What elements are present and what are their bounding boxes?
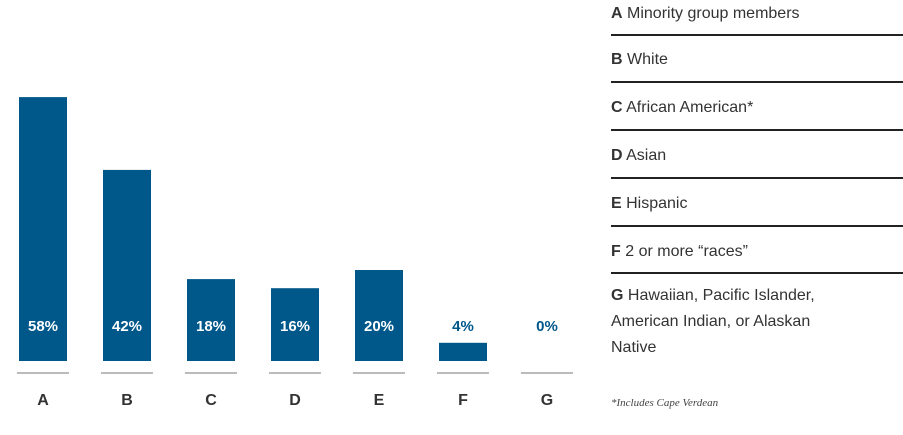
legend-letter: E	[611, 195, 622, 212]
bar	[271, 288, 319, 361]
legend-entry: F 2 or more “races”	[611, 243, 748, 261]
value-label: 20%	[364, 318, 394, 335]
bar	[19, 97, 67, 361]
value-label: 0%	[536, 318, 558, 335]
x-tick-label: C	[205, 392, 217, 409]
x-tick-label: G	[541, 392, 553, 409]
legend-entry: G Hawaiian, Pacific Islander, American I…	[611, 283, 826, 361]
legend-rule	[611, 177, 903, 179]
baseline	[269, 372, 321, 374]
x-tick-label: F	[458, 392, 468, 409]
legend-entry: B White	[611, 51, 668, 69]
legend-text: Asian	[626, 147, 667, 164]
value-label: 58%	[28, 318, 58, 335]
baseline	[101, 372, 153, 374]
baseline	[521, 372, 573, 374]
value-label: 18%	[196, 318, 226, 335]
bar	[187, 279, 235, 361]
legend-text: Hawaiian, Pacific Islander, American Ind…	[611, 287, 815, 356]
bar	[439, 342, 487, 361]
legend-entry: C African American*	[611, 99, 753, 117]
bar	[103, 169, 151, 361]
baseline	[353, 372, 405, 374]
legend-letter: B	[611, 51, 623, 68]
legend-letter: F	[611, 243, 621, 260]
baseline	[437, 372, 489, 374]
x-tick-label: E	[374, 392, 385, 409]
x-tick-label: A	[37, 392, 49, 409]
bar	[355, 270, 403, 361]
legend-rule	[611, 129, 903, 131]
legend-text: 2 or more “races”	[625, 243, 748, 260]
legend-entry: E Hispanic	[611, 195, 687, 213]
legend-letter: D	[611, 147, 623, 164]
legend-entry: D Asian	[611, 147, 666, 165]
legend-letter: G	[611, 287, 624, 304]
footnote: *Includes Cape Verdean	[611, 397, 719, 409]
chart: 58% A 42% B 18% C 16% D 20% E 4% F 0% G	[17, 97, 573, 409]
legend-text: Minority group members	[627, 5, 800, 22]
value-label: 4%	[452, 318, 474, 335]
legend-text: White	[627, 51, 668, 68]
legend-letter: A	[611, 5, 623, 22]
legend-text: Hispanic	[626, 195, 688, 212]
legend-rule	[611, 81, 903, 83]
baseline	[17, 372, 69, 374]
legend-rule	[611, 34, 903, 36]
legend: *Includes Cape Verdean A Minority group …	[611, 0, 903, 435]
legend-entry: A Minority group members	[611, 5, 800, 23]
value-label: 42%	[112, 318, 142, 335]
x-tick-label: D	[289, 392, 301, 409]
legend-rule	[611, 225, 903, 227]
value-label: 16%	[280, 318, 310, 335]
legend-letter: C	[611, 99, 623, 116]
x-tick-label: B	[121, 392, 133, 409]
legend-text: African American*	[626, 99, 754, 116]
legend-rule	[611, 272, 903, 274]
baseline	[185, 372, 237, 374]
